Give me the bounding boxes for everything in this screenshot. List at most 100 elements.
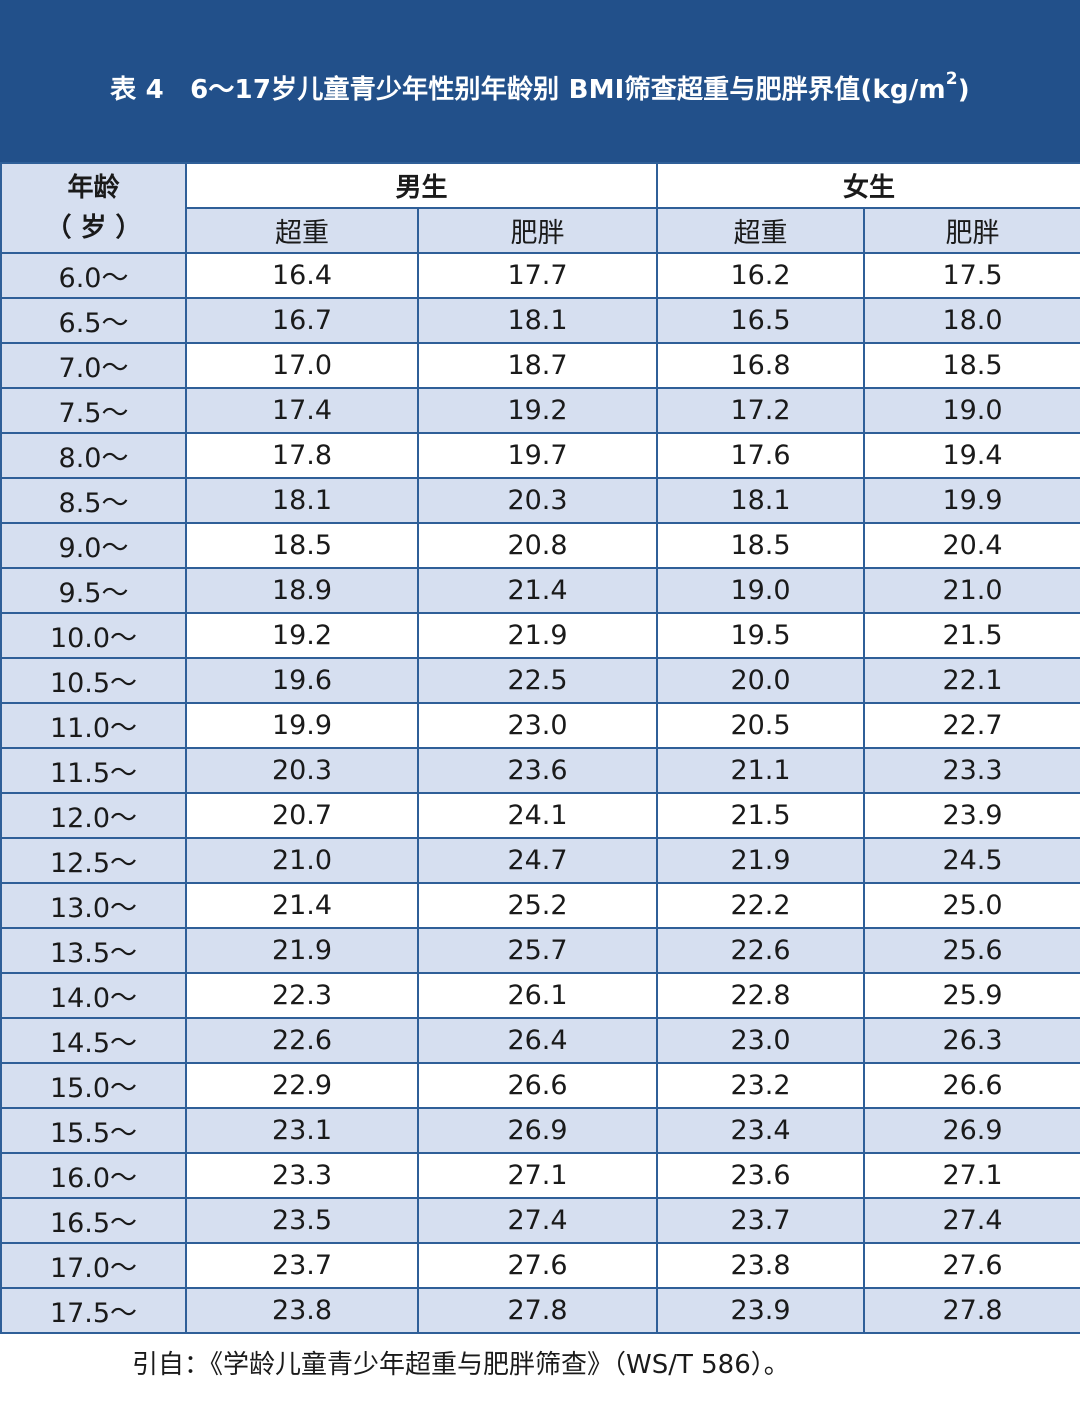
table-row: 14.5～ 22.6 26.4 23.0 26.3 xyxy=(0,1017,1080,1064)
male-obese-cell: 17.7 xyxy=(416,252,659,299)
age-cell: 7.5～ xyxy=(0,387,187,434)
age-cell: 12.0～ xyxy=(0,792,187,839)
table-title-superscript: 2 xyxy=(945,68,958,89)
female-overweight-cell: 23.0 xyxy=(656,1017,866,1064)
male-obese-cell: 27.6 xyxy=(416,1242,659,1289)
table-row: 7.5～ 17.4 19.2 17.2 19.0 xyxy=(0,387,1080,434)
age-cell: 14.5～ xyxy=(0,1017,187,1064)
female-obese-cell: 26.3 xyxy=(863,1017,1080,1064)
male-overweight-cell: 20.7 xyxy=(185,792,419,839)
female-obese-cell: 19.4 xyxy=(863,432,1080,479)
female-obese-cell: 22.1 xyxy=(863,657,1080,704)
age-cell: 11.5～ xyxy=(0,747,187,794)
male-overweight-cell: 22.6 xyxy=(185,1017,419,1064)
male-obese-cell: 24.7 xyxy=(416,837,659,884)
age-cell: 14.0～ xyxy=(0,972,187,1019)
male-obese-cell: 26.1 xyxy=(416,972,659,1019)
age-cell: 15.0～ xyxy=(0,1062,187,1109)
age-cell: 16.0～ xyxy=(0,1152,187,1199)
male-obese-cell: 21.9 xyxy=(416,612,659,659)
age-cell: 17.0～ xyxy=(0,1242,187,1289)
male-obese-cell: 21.4 xyxy=(416,567,659,614)
age-header-line1: 年龄 xyxy=(67,173,120,203)
age-cell: 17.5～ xyxy=(0,1287,187,1334)
female-overweight-cell: 18.5 xyxy=(656,522,866,569)
male-group-header: 男生 xyxy=(184,162,659,209)
age-cell: 15.5～ xyxy=(0,1107,187,1154)
male-overweight-cell: 21.0 xyxy=(185,837,419,884)
male-overweight-cell: 22.3 xyxy=(185,972,419,1019)
table-body: 6.0～ 16.4 17.7 16.2 17.5 6.5～ 16.7 18.1 16.5 18.0… xyxy=(0,252,1080,1334)
female-overweight-cell: 22.8 xyxy=(656,972,866,1019)
female-overweight-cell: 19.5 xyxy=(656,612,866,659)
male-obese-cell: 23.6 xyxy=(416,747,659,794)
age-cell: 8.0～ xyxy=(0,432,187,479)
female-obese-cell: 19.9 xyxy=(863,477,1080,524)
male-overweight-cell: 23.1 xyxy=(185,1107,419,1154)
female-overweight-cell: 23.2 xyxy=(656,1062,866,1109)
table-title-tail: ) xyxy=(957,74,970,105)
table-row: 17.0～ 23.7 27.6 23.8 27.6 xyxy=(0,1242,1080,1289)
age-cell: 6.5～ xyxy=(0,297,187,344)
female-overweight-cell: 23.7 xyxy=(656,1197,866,1244)
table-row: 8.0～ 17.8 19.7 17.6 19.4 xyxy=(0,432,1080,479)
age-cell: 8.5～ xyxy=(0,477,187,524)
male-obese-cell: 24.1 xyxy=(416,792,659,839)
female-group-header: 女生 xyxy=(656,162,1080,209)
female-obese-cell: 27.6 xyxy=(863,1242,1080,1289)
female-obese-cell: 21.5 xyxy=(863,612,1080,659)
female-overweight-cell: 19.0 xyxy=(656,567,866,614)
table-row: 11.5～ 20.3 23.6 21.1 23.3 xyxy=(0,747,1080,794)
table-row: 13.0～ 21.4 25.2 22.2 25.0 xyxy=(0,882,1080,929)
female-overweight-cell: 23.8 xyxy=(656,1242,866,1289)
male-overweight-cell: 21.4 xyxy=(185,882,419,929)
female-obese-cell: 25.9 xyxy=(863,972,1080,1019)
female-obese-cell: 25.6 xyxy=(863,927,1080,974)
age-cell: 7.0～ xyxy=(0,342,187,389)
female-obese-cell: 19.0 xyxy=(863,387,1080,434)
age-cell: 13.5～ xyxy=(0,927,187,974)
age-cell: 13.0～ xyxy=(0,882,187,929)
table-row: 15.5～ 23.1 26.9 23.4 26.9 xyxy=(0,1107,1080,1154)
age-cell: 6.0～ xyxy=(0,252,187,299)
age-cell: 9.5～ xyxy=(0,567,187,614)
age-column-header: 年龄 （ 岁 ） xyxy=(0,162,187,254)
female-obese-cell: 17.5 xyxy=(863,252,1080,299)
table-row: 12.0～ 20.7 24.1 21.5 23.9 xyxy=(0,792,1080,839)
female-obese-cell: 18.0 xyxy=(863,297,1080,344)
female-obese-cell: 27.8 xyxy=(863,1287,1080,1334)
table-row: 8.5～ 18.1 20.3 18.1 19.9 xyxy=(0,477,1080,524)
male-obese-cell: 27.8 xyxy=(416,1287,659,1334)
male-obese-cell: 27.4 xyxy=(416,1197,659,1244)
table-row: 11.0～ 19.9 23.0 20.5 22.7 xyxy=(0,702,1080,749)
male-obese-cell: 27.1 xyxy=(416,1152,659,1199)
table-row: 16.0～ 23.3 27.1 23.6 27.1 xyxy=(0,1152,1080,1199)
female-obese-cell: 24.5 xyxy=(863,837,1080,884)
male-overweight-cell: 23.8 xyxy=(185,1287,419,1334)
table-row: 13.5～ 21.9 25.7 22.6 25.6 xyxy=(0,927,1080,974)
male-obese-header: 肥胖 xyxy=(416,207,659,254)
female-overweight-cell: 16.5 xyxy=(656,297,866,344)
female-obese-cell: 22.7 xyxy=(863,702,1080,749)
male-obese-cell: 18.7 xyxy=(416,342,659,389)
male-overweight-cell: 18.5 xyxy=(185,522,419,569)
female-obese-cell: 20.4 xyxy=(863,522,1080,569)
table-title: 表 4 6～17岁儿童青少年性别年龄别 BMI筛查超重与肥胖界值(kg/m2) xyxy=(110,69,970,106)
male-obese-cell: 26.4 xyxy=(416,1017,659,1064)
male-obese-cell: 23.0 xyxy=(416,702,659,749)
female-overweight-cell: 20.5 xyxy=(656,702,866,749)
table-row: 16.5～ 23.5 27.4 23.7 27.4 xyxy=(0,1197,1080,1244)
male-overweight-cell: 19.2 xyxy=(185,612,419,659)
male-obese-cell: 25.7 xyxy=(416,927,659,974)
male-obese-cell: 26.6 xyxy=(416,1062,659,1109)
female-obese-cell: 26.9 xyxy=(863,1107,1080,1154)
female-obese-cell: 21.0 xyxy=(863,567,1080,614)
female-overweight-cell: 21.9 xyxy=(656,837,866,884)
table-row: 10.5～ 19.6 22.5 20.0 22.1 xyxy=(0,657,1080,704)
female-overweight-cell: 17.2 xyxy=(656,387,866,434)
male-overweight-cell: 17.0 xyxy=(185,342,419,389)
male-overweight-header: 超重 xyxy=(185,207,419,254)
age-header-line2: （ 岁 ） xyxy=(45,213,142,243)
female-overweight-cell: 18.1 xyxy=(656,477,866,524)
male-overweight-cell: 18.9 xyxy=(185,567,419,614)
